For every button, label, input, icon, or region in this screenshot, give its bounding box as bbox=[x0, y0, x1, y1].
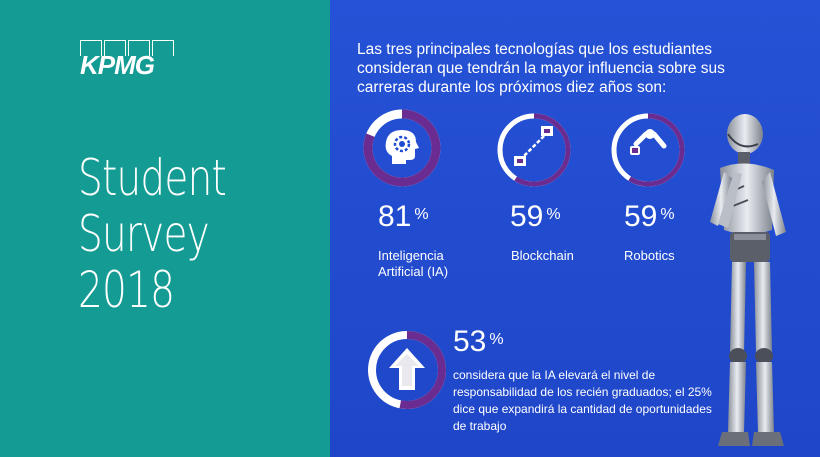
logo-text: KPMG bbox=[80, 50, 155, 80]
logo-boxes bbox=[80, 40, 180, 56]
highlight-text: considera que la IA elevará el nivel de … bbox=[453, 368, 712, 433]
blockchain-label: Blockchain bbox=[511, 248, 574, 263]
robotics-label: Robotics bbox=[624, 248, 675, 263]
robot-arm-icon bbox=[630, 129, 667, 155]
title-line-3: 2018 bbox=[78, 261, 175, 319]
title-line-1: Student bbox=[78, 149, 227, 207]
blockchain-ring bbox=[494, 110, 574, 190]
robot-illustration bbox=[700, 112, 800, 457]
kpmg-logo: KPMG bbox=[80, 40, 180, 80]
robotics-ring bbox=[608, 110, 688, 190]
highlight-ring bbox=[365, 328, 449, 412]
title-line-2: Survey bbox=[78, 205, 210, 263]
highlight-percent: 53% bbox=[453, 325, 504, 358]
ai-percent: 81% bbox=[378, 200, 429, 233]
ai-ring bbox=[362, 108, 442, 188]
ai-head-icon bbox=[385, 130, 419, 164]
robotics-percent: 59% bbox=[624, 200, 675, 233]
arrow-up-icon bbox=[389, 348, 425, 390]
survey-title: Student Survey 2018 bbox=[78, 150, 268, 318]
left-panel: KPMG Student Survey 2018 bbox=[0, 0, 330, 457]
intro-text: Las tres principales tecnologías que los… bbox=[357, 41, 725, 96]
blockchain-percent: 59% bbox=[510, 200, 561, 233]
ai-label: Inteligencia Artificial (IA) bbox=[378, 248, 449, 279]
blockchain-icon bbox=[514, 126, 553, 166]
